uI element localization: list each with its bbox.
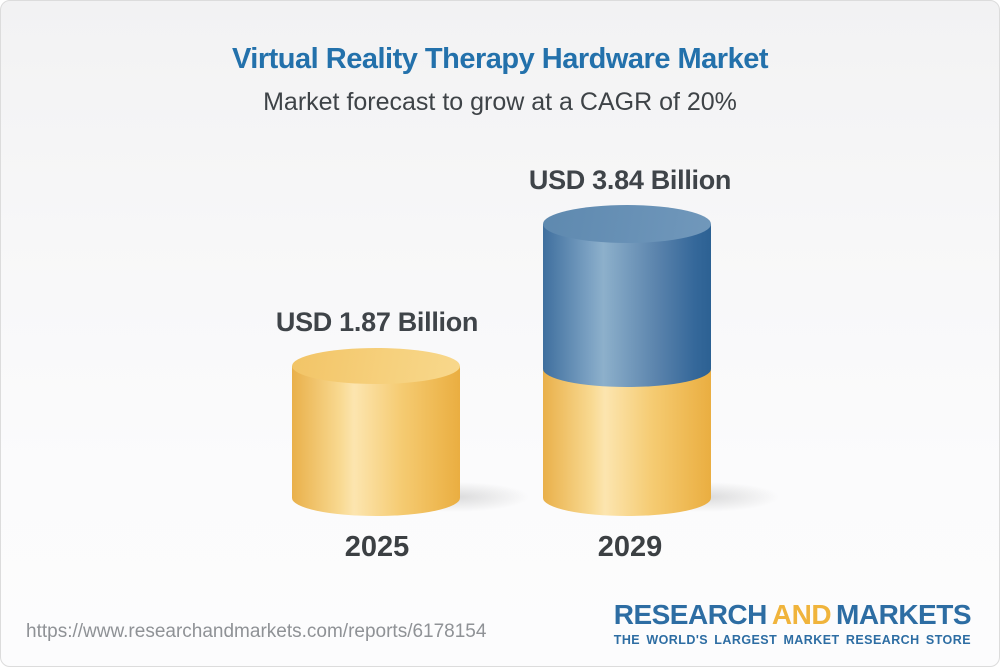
report-url-link[interactable]: https://www.researchandmarkets.com/repor… [26,621,487,642]
bar-2025-yellow-cylinder [292,366,460,516]
page-title: Virtual Reality Therapy Hardware Market [231,43,769,75]
axis-label-2025: 2025 [344,531,410,563]
logo-tagline: THE WORLD'S LARGEST MARKET RESEARCH STOR… [613,632,971,647]
logo-word-markets: MARKETS [836,599,971,630]
logo-wordmark: RESEARCH AND MARKETS [613,599,972,631]
bar-2029-cylinder-top [543,205,711,243]
bar-2025-cylinder-top [292,348,460,384]
axis-label-2029: 2029 [597,531,663,563]
research-and-markets-logo: RESEARCH AND MARKETS THE WORLD'S LARGEST M… [613,599,972,647]
logo-word-research: RESEARCH [613,599,768,630]
page-subtitle: Market forecast to grow at a CAGR of 20% [263,88,737,116]
bar-value-label-2025: USD 1.87 Billion [275,307,479,337]
logo-word-and: AND [771,599,832,630]
bar-2029-blue-segment [543,224,711,369]
bar-value-label-2029: USD 3.84 Billion [528,165,732,195]
bar-2029-yellow-segment [543,369,711,516]
